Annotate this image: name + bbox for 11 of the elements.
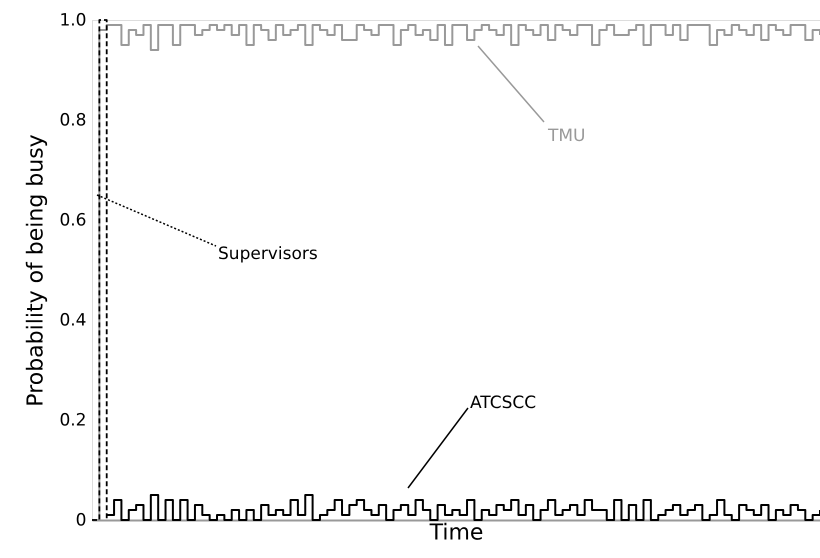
y-tick-label: 0.2 [59, 410, 86, 430]
text: TMU [547, 126, 586, 146]
y-tick-label: 0.4 [59, 310, 86, 330]
y-tick-label: 0.6 [59, 210, 86, 230]
y-tick-label: 0.8 [59, 110, 86, 130]
y-tick-label: 0 [76, 510, 86, 530]
y-tick-label: 1.0 [59, 10, 86, 30]
x-axis-title: Time [428, 520, 484, 546]
text: Supervisors [218, 244, 318, 264]
text: ATCSCC [470, 393, 536, 413]
y-axis-title: Probability of being busy [23, 134, 48, 407]
